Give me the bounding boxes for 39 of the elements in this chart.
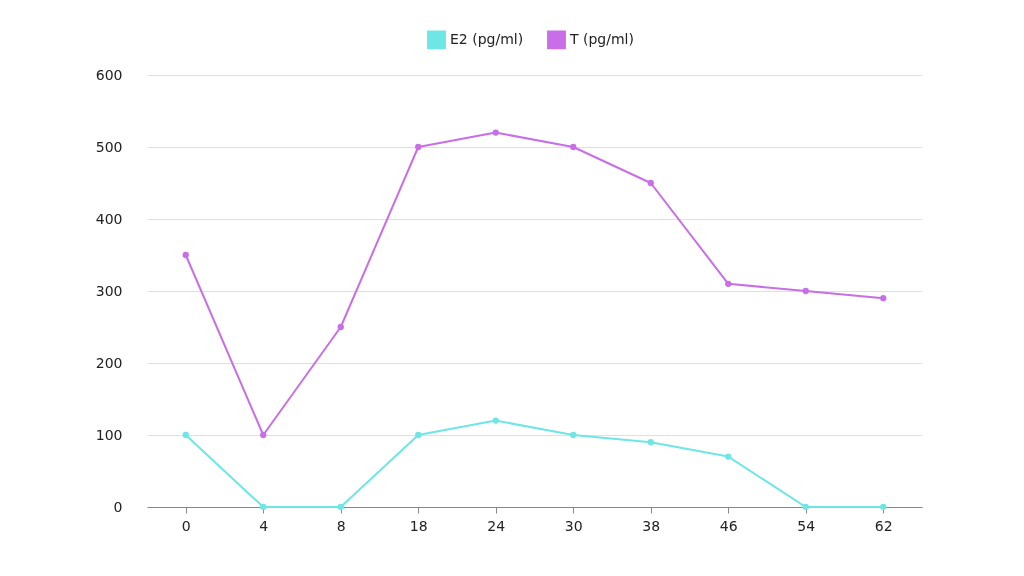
y-tick-label: 600 [95,66,123,83]
y-tick-label: 100 [95,426,123,443]
x-tick-label: 38 [642,517,661,534]
x-tick-label: 18 [409,517,428,534]
legend-label: T (pg/ml) [569,30,634,47]
point [725,280,732,287]
point [182,431,189,439]
point [260,431,267,439]
x-tick-label: 4 [259,517,269,534]
point [415,143,422,151]
point [570,143,577,151]
y-tick-label: 300 [95,282,123,299]
y-tick-label: 0 [113,498,123,515]
point [802,287,809,295]
point [337,323,344,331]
x-tick-label: 30 [564,517,583,534]
point [415,431,422,439]
y-tick-label: 400 [95,210,123,227]
x-tick-label: 62 [874,517,893,534]
point [570,431,577,439]
point [492,417,499,424]
x-tick-label: 0 [181,517,191,534]
point [260,503,267,511]
point [880,295,887,302]
x-tick-label: 54 [797,517,816,534]
point [880,503,887,511]
x-tick-label: 24 [487,517,506,534]
point [337,503,344,511]
point [802,503,809,511]
point [725,453,732,460]
point [492,129,499,136]
legend-label: E2 (pg/ml) [450,30,524,47]
point [647,439,654,446]
x-tick-label: 46 [719,517,738,534]
point [647,179,654,187]
x-tick-label: 8 [336,517,346,534]
y-tick-label: 200 [95,354,123,371]
point [182,251,189,259]
y-tick-label: 500 [95,138,123,155]
